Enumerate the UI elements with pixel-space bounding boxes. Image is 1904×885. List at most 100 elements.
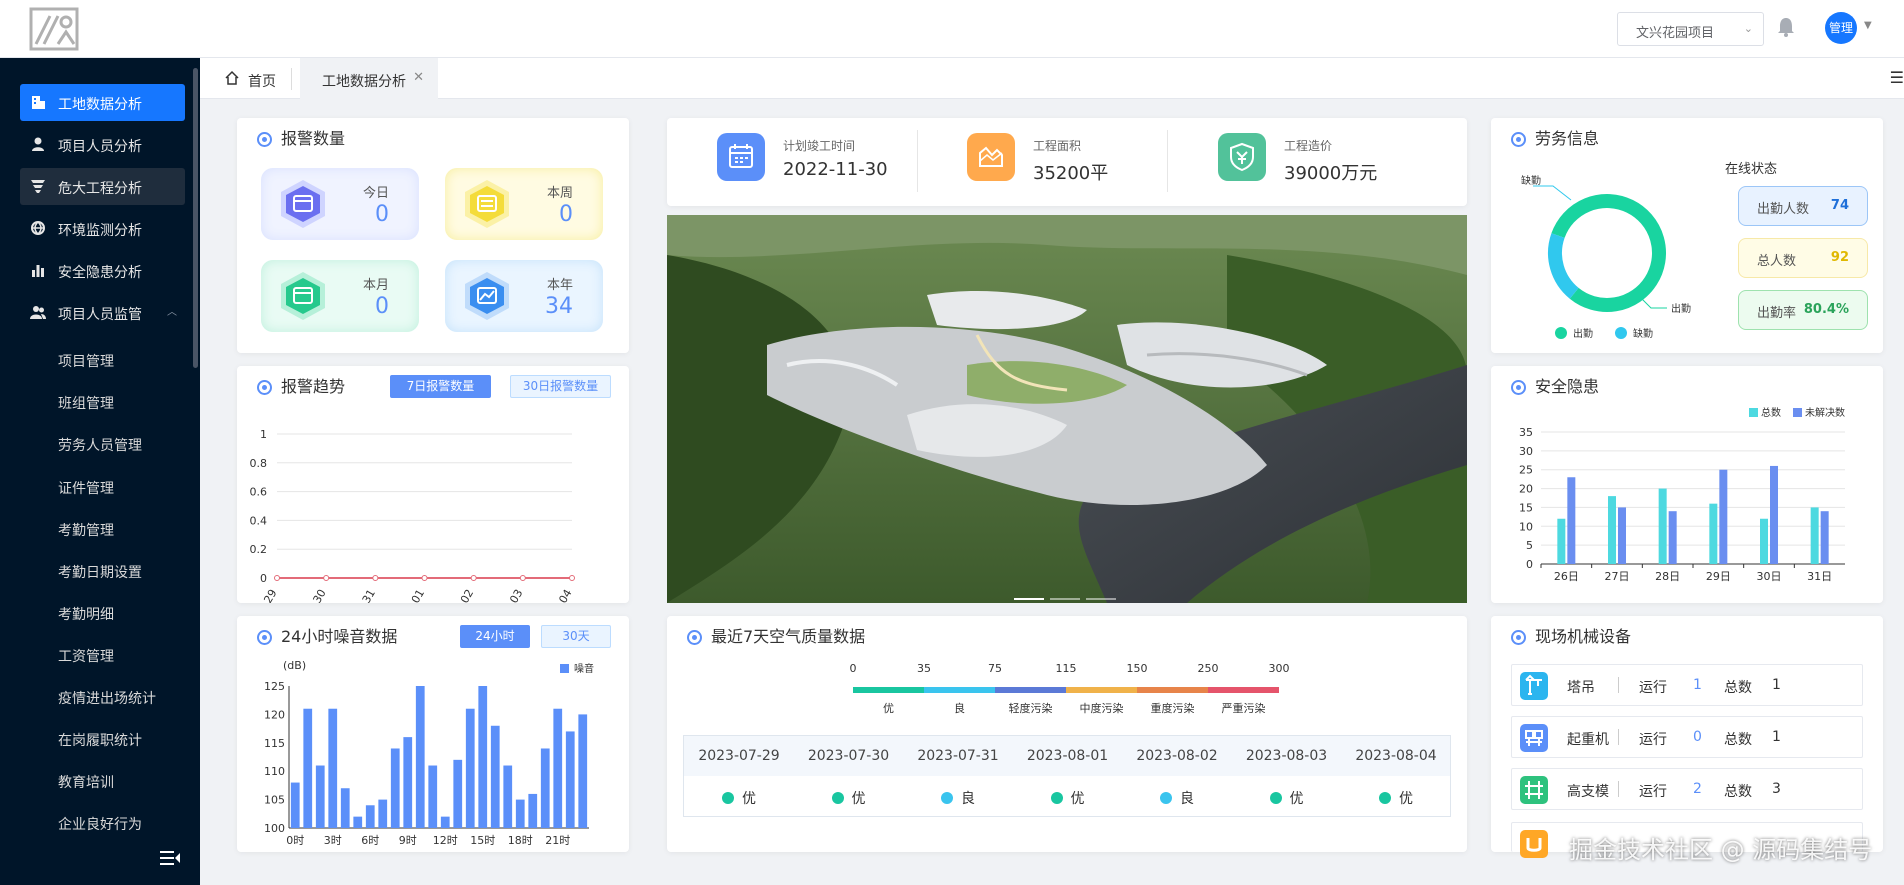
run-label: 运行 bbox=[1639, 680, 1667, 696]
card-title-text: 劳务信息 bbox=[1535, 129, 1600, 148]
sidebar-item-personnel-supervision[interactable]: 项目人员监管 ︿ bbox=[20, 294, 185, 331]
aq-date: 2023-08-03 bbox=[1245, 748, 1328, 764]
alarm-box-year: 本年 34 bbox=[445, 260, 603, 332]
run-value: 1 bbox=[1693, 677, 1702, 693]
safety-bar bbox=[1760, 518, 1768, 564]
sidebar-item-personnel-analysis[interactable]: 项目人员分析 bbox=[20, 126, 185, 163]
aq-level-dot bbox=[1160, 792, 1172, 804]
sidebar-subitem[interactable]: 考勤明细 bbox=[58, 607, 114, 623]
money-shield-icon bbox=[1218, 133, 1266, 181]
alarm-point bbox=[569, 575, 575, 581]
aq-level-dot bbox=[941, 792, 953, 804]
avatar[interactable]: 管理 bbox=[1825, 12, 1857, 44]
chevron-up-icon: ︿ bbox=[167, 307, 177, 318]
info-value: 39000万元 bbox=[1284, 163, 1378, 184]
noise-bar bbox=[303, 708, 313, 828]
sidebar-item-safety[interactable]: 安全隐患分析 bbox=[20, 252, 185, 289]
pie-leader-line bbox=[1640, 297, 1667, 309]
sidebar-subitem[interactable]: 在岗履职统计 bbox=[58, 733, 142, 749]
info-value: 35200平 bbox=[1033, 163, 1109, 184]
aq-scale-value: 150 bbox=[1126, 662, 1148, 675]
carousel-dot[interactable] bbox=[1050, 598, 1080, 600]
alarm-box-month: 本月 0 bbox=[261, 260, 419, 332]
btn-24-hours[interactable]: 24小时 bbox=[460, 625, 530, 648]
sidebar-subitem[interactable]: 教育培训 bbox=[58, 775, 114, 791]
noise-bar bbox=[290, 782, 300, 828]
tab-site-data[interactable]: 工地数据分析 ✕ bbox=[300, 58, 438, 99]
sidebar-subitem[interactable]: 证件管理 bbox=[58, 481, 114, 497]
y-tick-label: 110 bbox=[264, 765, 285, 778]
x-tick-label: 0时 bbox=[286, 834, 304, 847]
alarm-box-week: 本周 0 bbox=[445, 168, 603, 240]
legend-dot bbox=[1615, 327, 1627, 339]
alarm-trend-title: 报警趋势 bbox=[257, 376, 345, 398]
sidebar-subitem[interactable]: 劳务人员管理 bbox=[58, 438, 142, 454]
aq-level: 优 bbox=[794, 788, 904, 808]
noise-bar bbox=[353, 816, 363, 828]
alarm-box-label: 本月 bbox=[362, 278, 389, 293]
aq-scale-value: 115 bbox=[1055, 662, 1077, 675]
logo-icon bbox=[29, 7, 79, 51]
x-tick-label: 26日 bbox=[1554, 570, 1579, 583]
btn-30-day-alarms[interactable]: 30日报警数量 bbox=[510, 375, 611, 398]
x-tick-label: 27日 bbox=[1605, 570, 1630, 583]
btn-7-day-alarms[interactable]: 7日报警数量 bbox=[390, 375, 491, 398]
btn-30-days[interactable]: 30天 bbox=[541, 625, 611, 648]
sidebar-subitem[interactable]: 班组管理 bbox=[58, 396, 114, 412]
sidebar-item-site-data[interactable]: 工地数据分析 bbox=[20, 84, 185, 121]
menu-collapse-icon[interactable] bbox=[158, 848, 182, 868]
aq-scale-segment bbox=[1137, 687, 1208, 693]
safety-bar bbox=[1608, 496, 1616, 564]
aq-date: 2023-07-29 bbox=[698, 748, 780, 764]
noise-bar bbox=[465, 708, 475, 828]
aq-date: 2023-08-04 bbox=[1355, 748, 1437, 764]
x-tick-label: 8.02 bbox=[453, 587, 477, 603]
aq-date: 2023-08-01 bbox=[1026, 748, 1109, 764]
aq-date: 2023-07-30 bbox=[807, 748, 890, 764]
sidebar-subitem[interactable]: 企业良好行为 bbox=[58, 817, 142, 833]
tab-divider bbox=[291, 68, 292, 90]
close-icon[interactable]: ✕ bbox=[413, 70, 424, 85]
y-tick-label: 115 bbox=[264, 737, 285, 750]
sidebar-subitem[interactable]: 疫情进出场统计 bbox=[58, 691, 156, 707]
carousel-dot[interactable] bbox=[1014, 598, 1044, 600]
tab-home[interactable]: 首页 bbox=[222, 58, 276, 99]
aq-scale-segment bbox=[995, 687, 1066, 693]
carousel-dot[interactable] bbox=[1086, 598, 1116, 600]
sidebar-subitem[interactable]: 工资管理 bbox=[58, 649, 114, 665]
alarm-count-card: 报警数量 今日 0 本周 0 本月 0 本年 34 bbox=[237, 118, 629, 353]
legend-label: 总数 bbox=[1761, 406, 1781, 419]
sidebar-item-environment[interactable]: 环境监测分析 bbox=[20, 210, 185, 247]
sidebar-subitem[interactable]: 项目管理 bbox=[58, 354, 114, 370]
y-tick-label: 0.6 bbox=[250, 486, 268, 499]
avatar-caret-icon[interactable]: ▼ bbox=[1864, 20, 1872, 31]
noise-bar bbox=[315, 765, 325, 828]
tabs-bar: 首页 工地数据分析 ✕ ☰ bbox=[200, 58, 1904, 99]
total-value: 1 bbox=[1772, 729, 1781, 745]
x-tick-label: 6时 bbox=[361, 834, 379, 847]
sidebar-scrollbar[interactable] bbox=[193, 68, 198, 368]
alarm-trend-chart: 0 0.2 0.4 0.6 0.8 1 7.29 7.30 7.31 8.01 8.02 8.03 8.… bbox=[250, 428, 575, 603]
noise-card: 24小时噪音数据 24小时 30天 (dB) 噪音 100 105 110 115 120 1… bbox=[237, 616, 629, 852]
air-quality-card: 最近7天空气质量数据 0 35 75 115 150 250 300 优良轻度污染 中度污染 重度… bbox=[667, 616, 1467, 852]
sidebar-subitem[interactable]: 考勤日期设置 bbox=[58, 565, 142, 581]
safety-bar bbox=[1810, 507, 1819, 564]
machine-row: 塔吊 运行 1 总数 1 bbox=[1511, 664, 1863, 706]
project-select[interactable]: 文兴花园项目 ⌄ bbox=[1617, 12, 1764, 46]
project-rendering-carousel[interactable] bbox=[667, 215, 1467, 603]
sidebar-subitem[interactable]: 考勤管理 bbox=[58, 523, 114, 539]
x-tick-label: 15时 bbox=[470, 834, 495, 847]
y-tick-label: 20 bbox=[1519, 483, 1533, 496]
y-tick-label: 1 bbox=[260, 428, 267, 441]
bell-icon[interactable] bbox=[1776, 16, 1796, 38]
noise-bar bbox=[578, 714, 588, 828]
tab-label: 工地数据分析 bbox=[322, 74, 406, 90]
alarm-count-title: 报警数量 bbox=[257, 128, 345, 150]
legend-swatch bbox=[1793, 408, 1802, 417]
alarm-point bbox=[323, 575, 330, 581]
tabs-menu-icon[interactable]: ☰ bbox=[1889, 68, 1904, 87]
safety-bar bbox=[1770, 465, 1778, 564]
sidebar-item-hazard-project[interactable]: 危大工程分析 bbox=[20, 168, 185, 205]
noise-bar bbox=[515, 799, 525, 828]
aq-scale-value: 300 bbox=[1268, 662, 1290, 675]
